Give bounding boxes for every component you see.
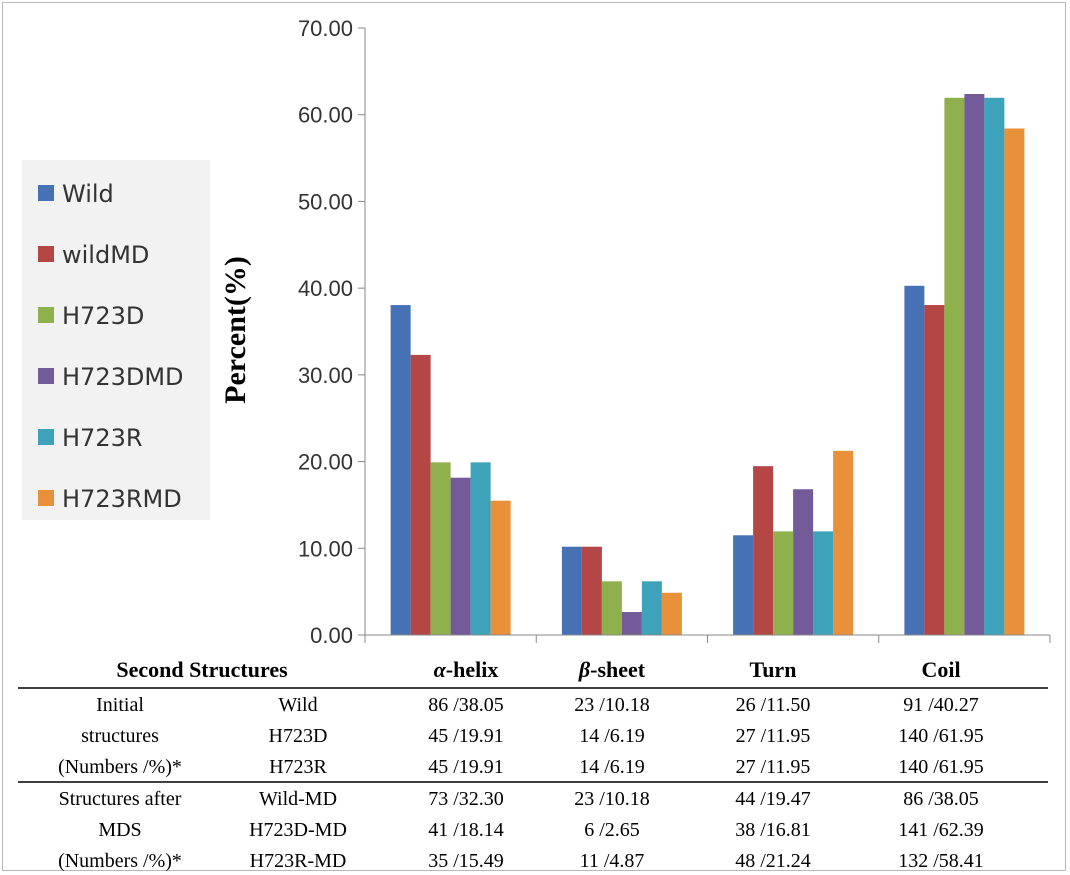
group-label-line: MDS [98,819,141,841]
group-label-line: structures [81,725,159,747]
table-header-text: -helix [446,657,499,682]
y-tick-label: 50.00 [298,189,353,214]
table-cell: 140 /61.95 [898,725,984,747]
group-label-line: (Numbers /%)* [58,850,182,872]
legend-swatch [38,368,54,384]
bar-h723dmd-3 [964,93,985,636]
legend-label: H723D [62,302,144,330]
table-header-col: Coil [921,657,960,682]
data-table: Second Structures α-helix β-sheet Turn Coil I… [18,657,1048,872]
bar-h723r-3 [984,97,1005,636]
bars [390,93,1025,636]
table-header-symbol: α [434,657,447,682]
legend-swatch [38,307,54,323]
table-header-text: Coil [921,657,960,682]
row-name: H723R [269,756,327,778]
table-cell: 14 /6.19 [579,756,645,778]
table-cell: 132 /58.41 [898,850,984,872]
table-header-symbol: β [578,657,591,682]
table-cell: 91 /40.27 [903,694,979,716]
axes [364,28,1051,643]
bar-h723r-1 [641,581,662,635]
legend-label: H723RMD [62,485,182,513]
table-cell: 48 /21.24 [735,850,811,872]
bar-h723dmd-1 [621,612,642,635]
y-tick-label: 20.00 [298,450,353,475]
table-cell: 11 /4.87 [580,850,645,872]
row-name: H723D-MD [249,819,347,841]
table-cell: 44 /19.47 [735,788,811,810]
bar-wild-2 [733,535,754,635]
bar-h723d-1 [601,581,622,635]
bar-h723rmd-2 [833,450,854,635]
legend-label: wildMD [62,241,149,269]
table-cell: 86 /38.05 [903,788,979,810]
bar-wildmd-3 [924,305,945,635]
table-cell: 14 /6.19 [579,725,645,747]
y-tick-label: 0.00 [310,623,353,648]
legend-box [22,160,210,520]
table-cell: 26 /11.50 [736,694,811,716]
bar-wildmd-1 [581,546,602,635]
group-label-line: Structures after [59,788,182,810]
group-label-line: Initial [96,694,144,716]
y-tick-label: 40.00 [298,276,353,301]
table-cell: 27 /11.95 [736,725,811,747]
row-name: Wild-MD [259,788,337,810]
row-name: H723D [269,725,328,747]
row-name: H723R-MD [250,850,347,872]
table-cell: 45 /19.91 [428,756,504,778]
y-tick-label: 10.00 [298,536,353,561]
row-name: Wild [278,694,317,716]
table-cell: 141 /62.39 [898,819,984,841]
table-cell: 140 /61.95 [898,756,984,778]
table-cell: 6 /2.65 [584,819,640,841]
y-tick-label: 60.00 [298,103,353,128]
legend-swatch [38,246,54,262]
bar-h723rmd-0 [490,500,511,635]
table-header-text: Turn [750,657,797,682]
legend-label: H723R [62,424,143,452]
bar-h723d-0 [430,462,451,635]
y-axis-ticks: 0.00 10.00 20.00 30.00 40.00 50.00 60.00 70.00 [298,16,365,648]
table-cell: 35 /15.49 [428,850,504,872]
table-cell: 45 /19.91 [428,725,504,747]
table-cell: 23 /10.18 [574,694,650,716]
bar-wildmd-2 [753,466,774,635]
bar-h723d-2 [773,531,794,635]
legend-swatch [38,429,54,445]
legend-swatch [38,185,54,201]
table-header-label: Second Structures [116,657,288,682]
table-cell: 27 /11.95 [736,756,811,778]
legend-label: H723DMD [62,363,184,391]
table-header-col: β-sheet [578,657,646,682]
bar-h723r-0 [470,462,491,635]
legend-label: Wild [62,180,114,208]
bar-wild-0 [390,305,411,635]
bar-h723dmd-2 [793,489,814,635]
bar-h723rmd-1 [661,592,682,635]
y-tick-label: 70.00 [298,16,353,41]
table-cell: 86 /38.05 [428,694,504,716]
y-axis-label: Percent(%) [219,256,252,404]
legend-swatch [38,490,54,506]
table-header-text: -sheet [590,657,646,682]
bar-h723rmd-3 [1004,128,1025,635]
table-header-col: α-helix [434,657,499,682]
bar-wild-3 [904,285,925,635]
table-cell: 73 /32.30 [428,788,504,810]
y-tick-label: 30.00 [298,363,353,388]
table-header-col: Turn [750,657,797,682]
table-cell: 23 /10.18 [574,788,650,810]
bar-h723r-2 [813,531,834,635]
table-cell: 38 /16.81 [735,819,811,841]
group-label-line: (Numbers /%)* [58,756,182,778]
legend: Wild wildMD H723D H723DMD H723R H723RMD [38,180,184,513]
table-cell: 41 /18.14 [428,819,504,841]
bar-wildmd-0 [410,354,431,635]
bar-h723d-3 [944,97,965,636]
bar-h723dmd-0 [450,477,471,635]
bar-wild-1 [561,546,582,635]
